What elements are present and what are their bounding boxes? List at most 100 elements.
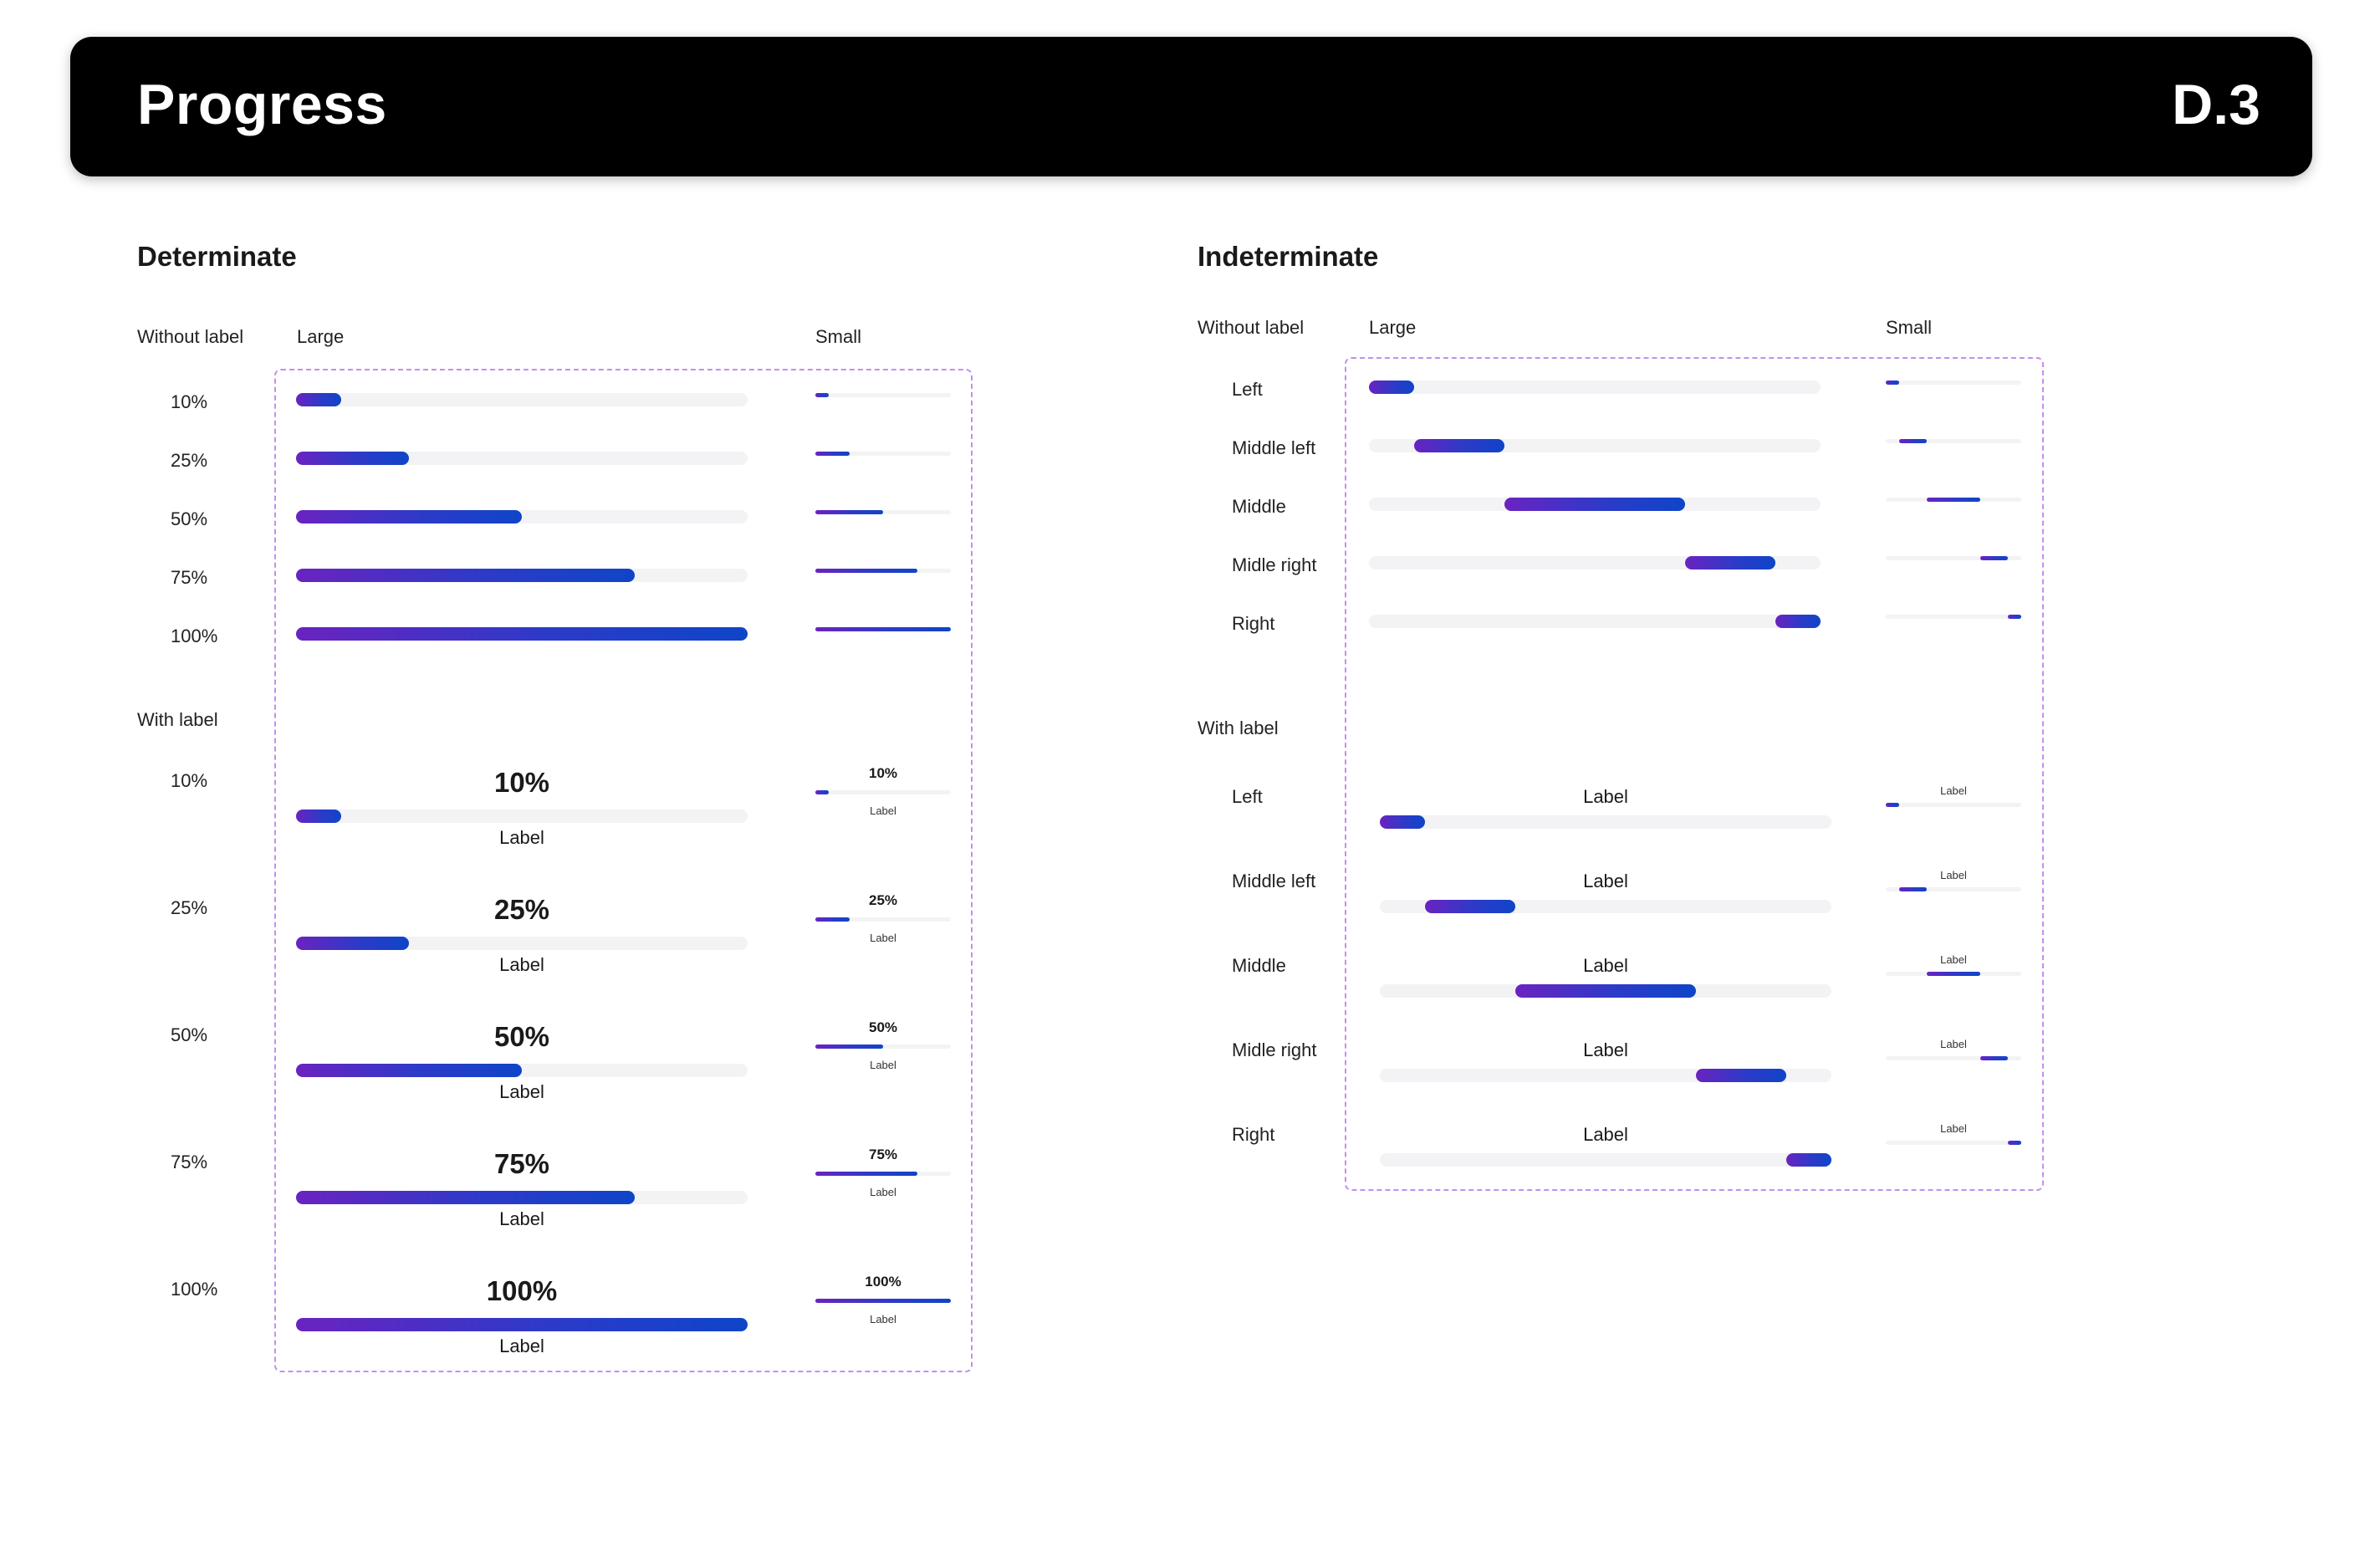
- indeterminate-large-bar-fill: [1775, 615, 1821, 628]
- determinate-small-heading: Small: [815, 326, 862, 347]
- indeterminate-small-bar-track: [1886, 498, 2021, 502]
- determinate-large-bar-track: [296, 393, 748, 406]
- determinate-large-bar-track: [296, 452, 748, 465]
- indeterminate-small-bar-track: [1886, 556, 2021, 560]
- indeterminate-large-bar-track: [1369, 615, 1821, 628]
- indeterminate-small-caption: Label: [1940, 1038, 1967, 1050]
- indeterminate-small-bar-fill: [1899, 439, 1927, 443]
- determinate-small-labeled-bar-track: [815, 917, 951, 922]
- determinate-small-labeled-bar-track: [815, 790, 951, 794]
- indeterminate-large-labeled-bar-track: [1380, 900, 1831, 913]
- indeterminate-large-bar-fill: [1685, 556, 1775, 569]
- determinate-row-label: 50%: [171, 508, 208, 529]
- indeterminate-small-bar-fill: [1926, 498, 1981, 502]
- indeterminate-small-bar-track: [1886, 615, 2021, 619]
- indeterminate-large-caption: Label: [1583, 955, 1628, 976]
- indeterminate-large-labeled-bar-fill: [1696, 1069, 1786, 1082]
- determinate-small-bar-track: [815, 627, 951, 631]
- determinate-small-value: 50%: [868, 1019, 898, 1035]
- determinate-row-label: 75%: [171, 567, 208, 588]
- indeterminate-labeled-row-label: Midle right: [1232, 1039, 1317, 1060]
- indeterminate-small-caption: Label: [1940, 784, 1967, 797]
- indeterminate-labeled-row-label: Middle: [1232, 955, 1286, 976]
- determinate-small-value: 10%: [868, 765, 898, 781]
- determinate-with-label-heading: With label: [137, 709, 218, 730]
- determinate-small-labeled-bar-fill: [815, 1172, 917, 1176]
- indeterminate-large-labeled-bar-track: [1380, 1153, 1831, 1167]
- determinate-small-labeled-bar-track: [815, 1044, 951, 1049]
- section-code: D.3: [2172, 73, 2260, 136]
- determinate-small-caption: Label: [870, 932, 896, 944]
- indeterminate-small-labeled-bar-fill: [2007, 1141, 2021, 1145]
- indeterminate-large-bar-track: [1369, 498, 1821, 511]
- indeterminate-large-caption: Label: [1583, 786, 1628, 807]
- indeterminate-large-labeled-bar-fill: [1380, 815, 1425, 829]
- indeterminate-small-labeled-bar-fill: [1980, 1056, 2008, 1060]
- indeterminate-row-label: Left: [1232, 379, 1263, 400]
- determinate-large-value: 25%: [493, 894, 550, 925]
- determinate-small-bar-fill: [815, 627, 951, 631]
- determinate-large-value: 10%: [493, 767, 550, 798]
- indeterminate-large-labeled-bar-track: [1380, 984, 1831, 998]
- determinate-small-labeled-bar-fill: [815, 790, 830, 794]
- determinate-large-bar-track: [296, 510, 748, 524]
- indeterminate-large-caption: Label: [1583, 1124, 1628, 1145]
- determinate-small-labeled-bar-fill: [815, 917, 850, 922]
- determinate-large-value: 50%: [493, 1021, 550, 1052]
- determinate-small-labeled-bar-fill: [815, 1299, 951, 1303]
- indeterminate-small-heading: Small: [1886, 317, 1933, 338]
- indeterminate-row-label: Midle right: [1232, 554, 1317, 575]
- indeterminate-large-caption: Label: [1583, 1039, 1628, 1060]
- determinate-large-labeled-bar-track: [296, 937, 748, 950]
- determinate-large-labeled-bar-fill: [296, 810, 341, 823]
- indeterminate-small-caption: Label: [1940, 869, 1967, 881]
- page-title: Progress: [137, 73, 387, 136]
- determinate-small-bar-fill: [815, 569, 917, 573]
- determinate-large-bar-track: [296, 569, 748, 582]
- indeterminate-small-caption: Label: [1940, 953, 1967, 966]
- indeterminate-small-labeled-bar-track: [1886, 803, 2021, 807]
- indeterminate-large-labeled-bar-track: [1380, 815, 1831, 829]
- determinate-small-bar-track: [815, 510, 951, 514]
- determinate-large-labeled-bar-track: [296, 810, 748, 823]
- determinate-without-label-heading: Without label: [137, 326, 244, 347]
- indeterminate-large-bar-track: [1369, 381, 1821, 394]
- determinate-large-bar-fill: [296, 569, 635, 582]
- determinate-small-bar-fill: [815, 452, 850, 456]
- determinate-large-labeled-bar-fill: [296, 1318, 748, 1331]
- determinate-row-label: 100%: [171, 626, 218, 646]
- determinate-large-labeled-bar-track: [296, 1318, 748, 1331]
- determinate-small-labeled-bar-track: [815, 1299, 951, 1303]
- indeterminate-small-labeled-bar-fill: [1886, 803, 1900, 807]
- determinate-large-labeled-bar-track: [296, 1191, 748, 1204]
- determinate-large-heading: Large: [297, 326, 345, 347]
- determinate-small-bar-track: [815, 452, 951, 456]
- determinate-small-caption: Label: [870, 1313, 896, 1325]
- indeterminate-small-labeled-bar-fill: [1899, 887, 1927, 891]
- indeterminate-small-labeled-bar-track: [1886, 1056, 2021, 1060]
- indeterminate-large-labeled-bar-track: [1380, 1069, 1831, 1082]
- determinate-large-labeled-bar-fill: [296, 1191, 635, 1204]
- indeterminate-small-labeled-bar-fill: [1926, 972, 1981, 976]
- indeterminate-with-label-heading: With label: [1198, 718, 1279, 738]
- determinate-small-bar-track: [815, 393, 951, 397]
- indeterminate-labeled-row-label: Right: [1232, 1124, 1275, 1145]
- determinate-labeled-row-label: 100%: [171, 1279, 218, 1300]
- indeterminate-small-bar-track: [1886, 439, 2021, 443]
- indeterminate-small-labeled-bar-track: [1886, 1141, 2021, 1145]
- indeterminate-large-labeled-bar-fill: [1425, 900, 1515, 913]
- determinate-small-labeled-bar-track: [815, 1172, 951, 1176]
- indeterminate-small-bar-fill: [2007, 615, 2021, 619]
- determinate-large-labeled-bar-fill: [296, 1064, 522, 1077]
- indeterminate-title: Indeterminate: [1198, 241, 1379, 272]
- indeterminate-small-caption: Label: [1940, 1122, 1967, 1135]
- determinate-large-bar-fill: [296, 627, 748, 641]
- determinate-large-bar-track: [296, 627, 748, 641]
- indeterminate-labeled-row-label: Left: [1232, 786, 1263, 807]
- determinate-title: Determinate: [137, 241, 297, 272]
- determinate-labeled-row-label: 75%: [171, 1152, 208, 1172]
- page-header: Progress D.3: [70, 37, 2312, 176]
- indeterminate-large-bar-track: [1369, 439, 1821, 452]
- indeterminate-row-label: Middle left: [1232, 437, 1316, 458]
- indeterminate-large-labeled-bar-fill: [1515, 984, 1696, 998]
